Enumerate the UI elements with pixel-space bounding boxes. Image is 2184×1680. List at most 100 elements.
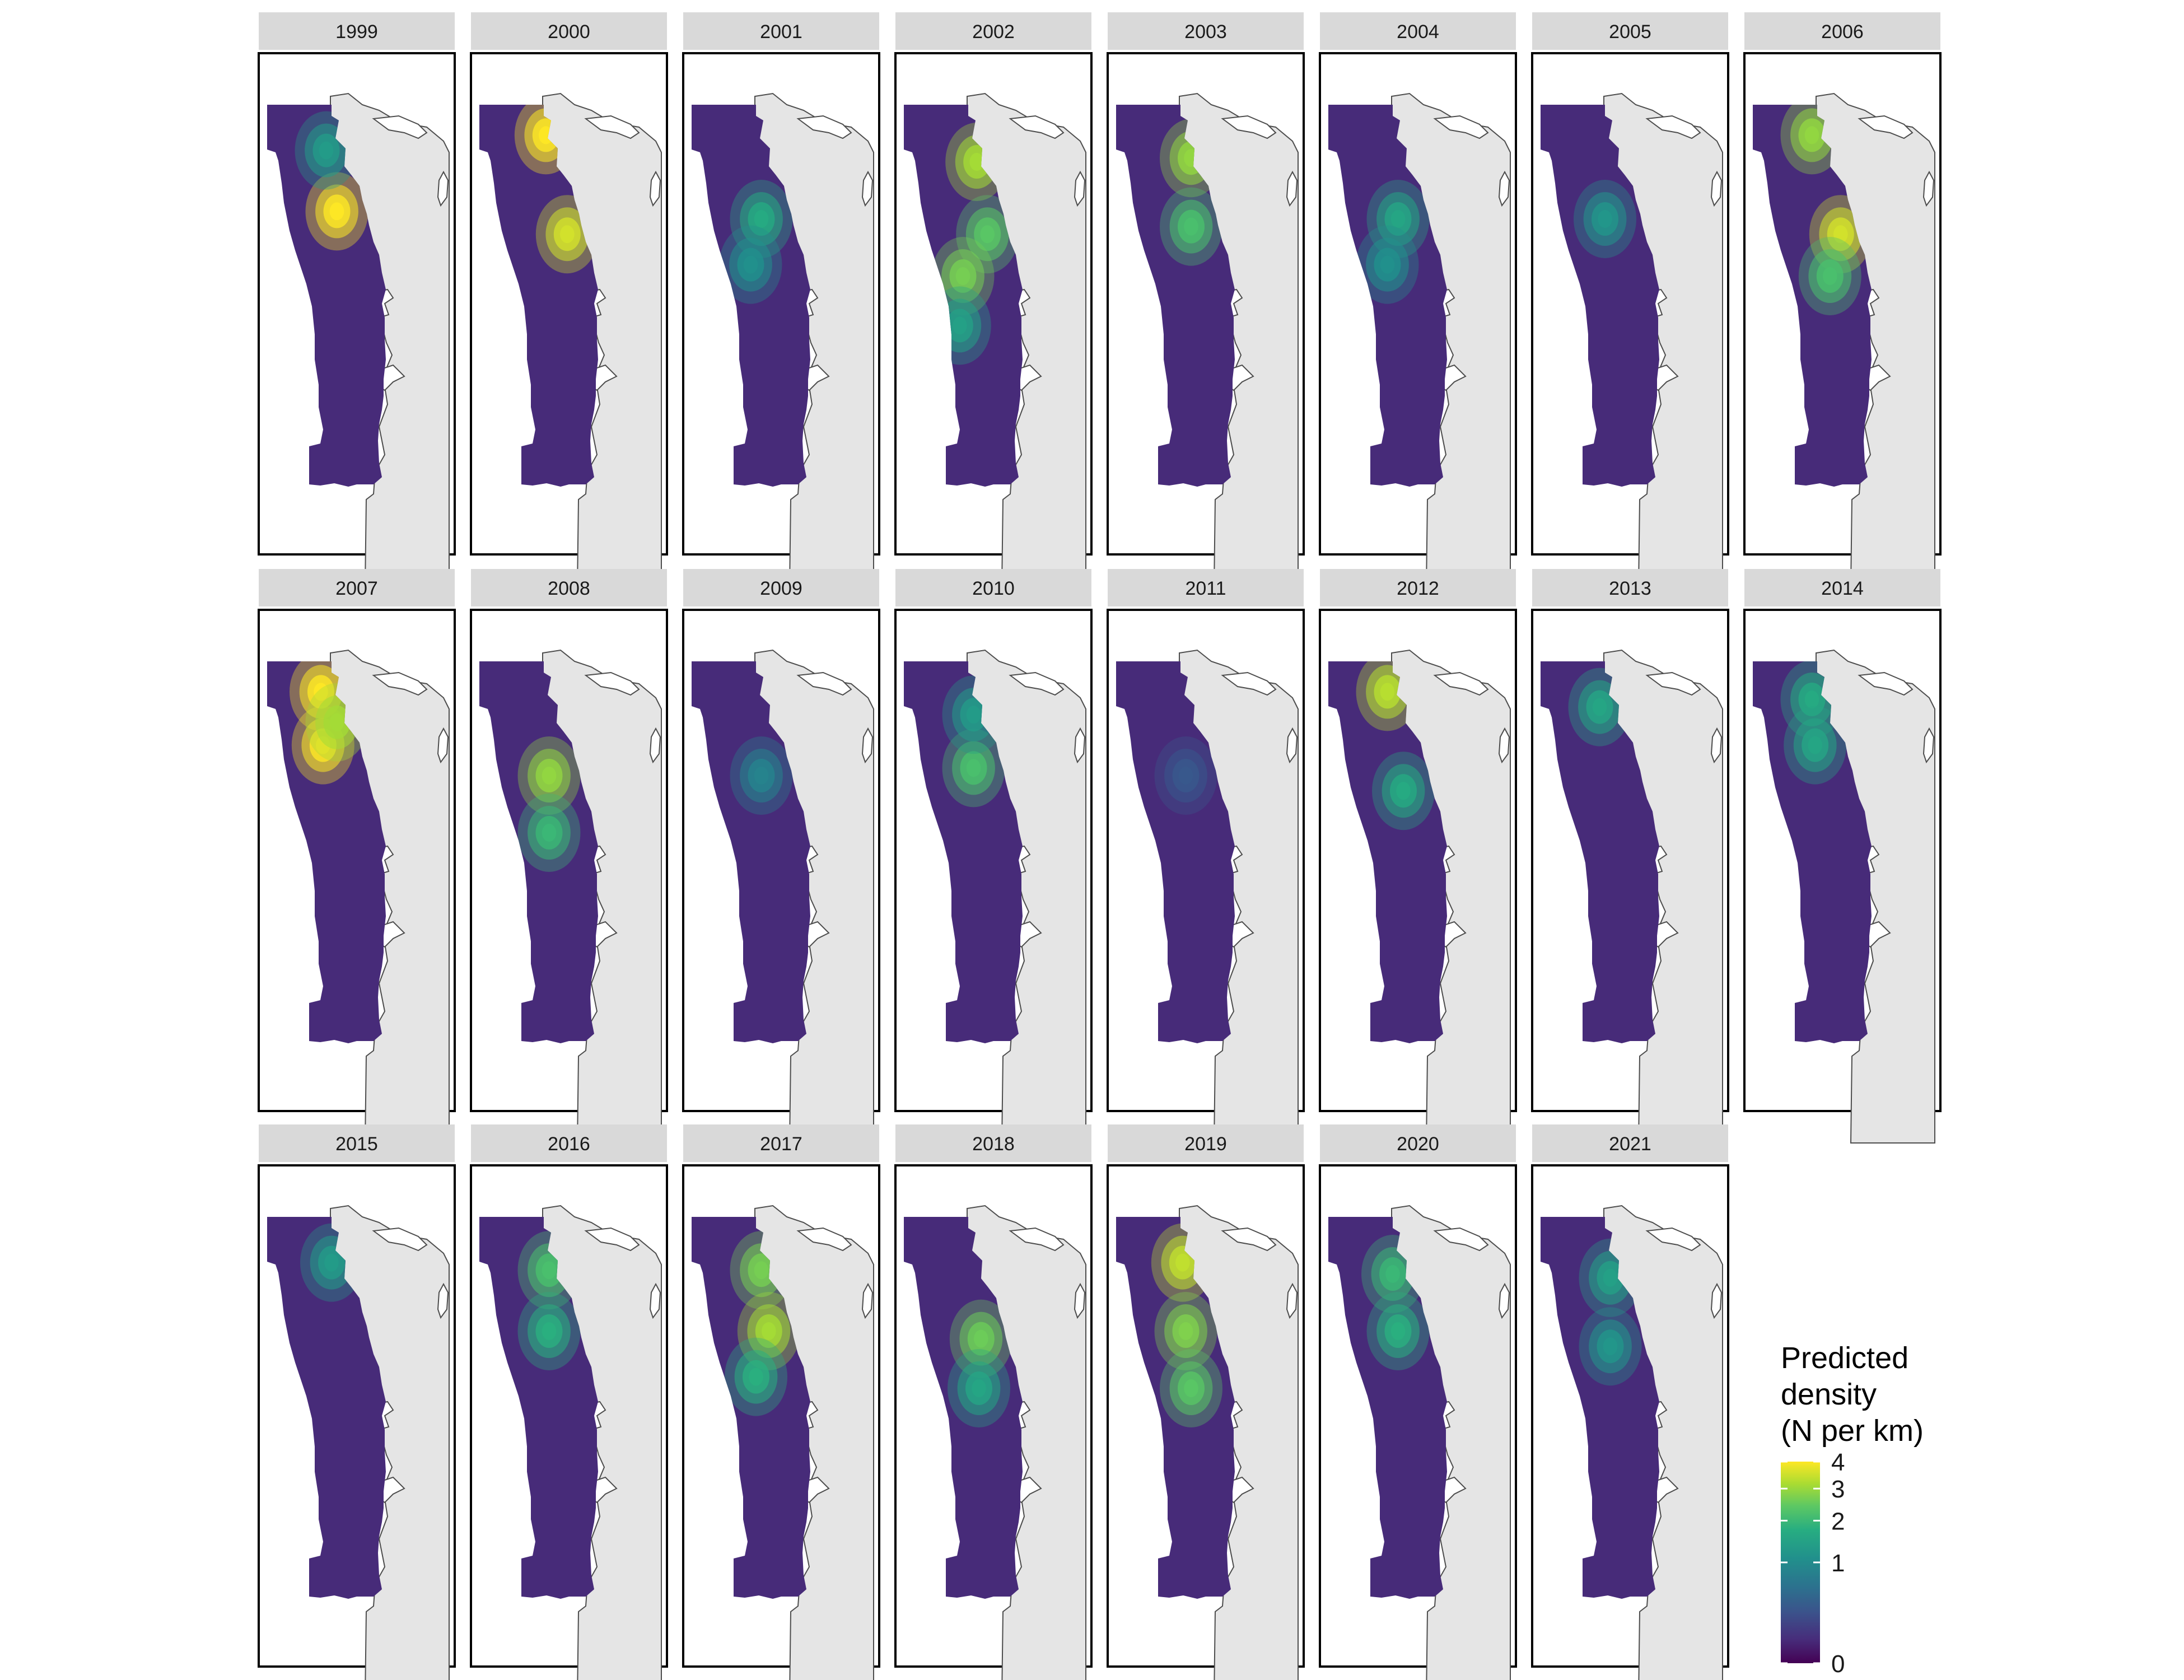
panel-year-label: 2002 xyxy=(972,21,1015,43)
strait-outline xyxy=(1009,671,1065,696)
map-panel-2000: 2000 xyxy=(470,12,668,587)
panel-strip xyxy=(471,12,667,50)
density-hotspot xyxy=(319,141,334,160)
density-hotspot xyxy=(1175,1253,1190,1272)
panel-year-label: 2010 xyxy=(972,578,1015,599)
panel-year-label: 2004 xyxy=(1397,21,1439,43)
legend-tick-label: 4 xyxy=(1831,1449,1845,1476)
strait-outline xyxy=(796,671,852,696)
density-hotspot xyxy=(560,225,575,244)
map-panel-2004: 2004 xyxy=(1319,12,1517,587)
strait-outline xyxy=(372,671,428,696)
density-hotspot xyxy=(1385,1265,1400,1283)
density-surface xyxy=(692,105,810,487)
density-hotspot xyxy=(754,767,769,785)
density-hotspot xyxy=(1380,255,1395,274)
density-surface xyxy=(1541,105,1659,487)
panel-year-label: 2001 xyxy=(760,21,802,43)
map-panel-2016: 2016 xyxy=(470,1124,668,1680)
map-panel-2015: 2015 xyxy=(258,1124,456,1680)
panel-strip xyxy=(1108,1124,1304,1162)
strait-outline xyxy=(372,1227,428,1252)
map-panel-2021: 2021 xyxy=(1531,1124,1729,1680)
density-hotspot xyxy=(1380,683,1395,701)
strait-outline xyxy=(584,671,640,696)
panel-strip xyxy=(895,569,1091,606)
density-hotspot xyxy=(1823,267,1837,285)
inlet-outline xyxy=(649,1282,661,1319)
strait-outline xyxy=(1433,671,1489,696)
panel-strip xyxy=(259,1124,455,1162)
legend-title-line-2: density xyxy=(1781,1378,1877,1411)
density-hotspot xyxy=(974,1329,988,1348)
density-hotspot xyxy=(1390,1322,1406,1340)
strait-outline xyxy=(584,1227,640,1252)
inlet-outline xyxy=(1498,170,1510,207)
legend: Predicted density (N per km) 43 2 1 0 xyxy=(1781,1341,1924,1678)
density-hotspot xyxy=(1592,698,1607,716)
strait-outline xyxy=(1858,115,1914,139)
density-surface xyxy=(1328,105,1447,487)
density-hotspot xyxy=(1390,210,1406,228)
density-hotspot xyxy=(953,316,967,335)
strait-outline xyxy=(1645,1227,1701,1252)
panel-year-label: 2014 xyxy=(1821,578,1864,599)
density-surface xyxy=(1328,1217,1447,1599)
panel-year-label: 1999 xyxy=(335,21,378,43)
density-surface xyxy=(1753,105,1872,487)
map-panel-2019: 2019 xyxy=(1107,1124,1305,1680)
density-hotspot xyxy=(1804,126,1819,144)
inlet-outline xyxy=(861,1282,874,1319)
legend-tick-label: 0 xyxy=(1831,1650,1845,1678)
density-hotspot xyxy=(1396,782,1411,800)
panel-strip xyxy=(1320,1124,1516,1162)
density-surface xyxy=(904,661,1023,1043)
strait-outline xyxy=(796,1227,852,1252)
density-hotspot xyxy=(749,1368,763,1386)
panel-strip xyxy=(1744,12,1940,50)
inlet-outline xyxy=(649,170,661,207)
map-panel-2007: 2007 xyxy=(258,569,456,1144)
panel-strip xyxy=(1108,569,1304,606)
density-hotspot xyxy=(966,759,981,777)
strait-outline xyxy=(796,115,852,139)
inlet-outline xyxy=(861,170,874,207)
strait-outline xyxy=(584,115,640,139)
inlet-outline xyxy=(1922,170,1935,207)
density-hotspot xyxy=(542,767,557,785)
inlet-outline xyxy=(1498,1282,1510,1319)
panel-strip xyxy=(683,569,879,606)
density-surface xyxy=(1116,661,1235,1043)
density-surface xyxy=(267,661,386,1043)
density-hotspot xyxy=(1603,1268,1618,1287)
panel-strip xyxy=(1532,569,1728,606)
panel-year-label: 2003 xyxy=(1184,21,1227,43)
panel-year-label: 2011 xyxy=(1185,578,1226,599)
panel-strip xyxy=(1744,569,1940,606)
panel-year-label: 2005 xyxy=(1609,21,1651,43)
legend-title-line-1: Predicted xyxy=(1781,1341,1908,1375)
strait-outline xyxy=(1858,671,1914,696)
inlet-outline xyxy=(1074,170,1086,207)
density-hotspot xyxy=(754,210,769,228)
density-hotspot xyxy=(1184,217,1198,236)
panel-strip xyxy=(895,1124,1091,1162)
panel-year-label: 2009 xyxy=(760,578,802,599)
density-hotspot xyxy=(1804,690,1819,708)
density-hotspot xyxy=(1178,767,1193,785)
inlet-outline xyxy=(1710,727,1723,764)
map-panel-2001: 2001 xyxy=(682,12,880,587)
map-panel-2011: 2011 xyxy=(1107,569,1305,1144)
inlet-outline xyxy=(1286,727,1298,764)
strait-outline xyxy=(1645,671,1701,696)
inlet-outline xyxy=(1922,727,1935,764)
density-surface xyxy=(479,661,598,1043)
density-hotspot xyxy=(542,824,557,842)
strait-outline xyxy=(1009,115,1065,139)
panel-year-label: 2021 xyxy=(1609,1133,1651,1155)
density-hotspot xyxy=(754,1261,769,1280)
panel-year-label: 2007 xyxy=(335,578,378,599)
density-hotspot xyxy=(1178,1322,1193,1340)
density-hotspot xyxy=(1184,1379,1198,1397)
